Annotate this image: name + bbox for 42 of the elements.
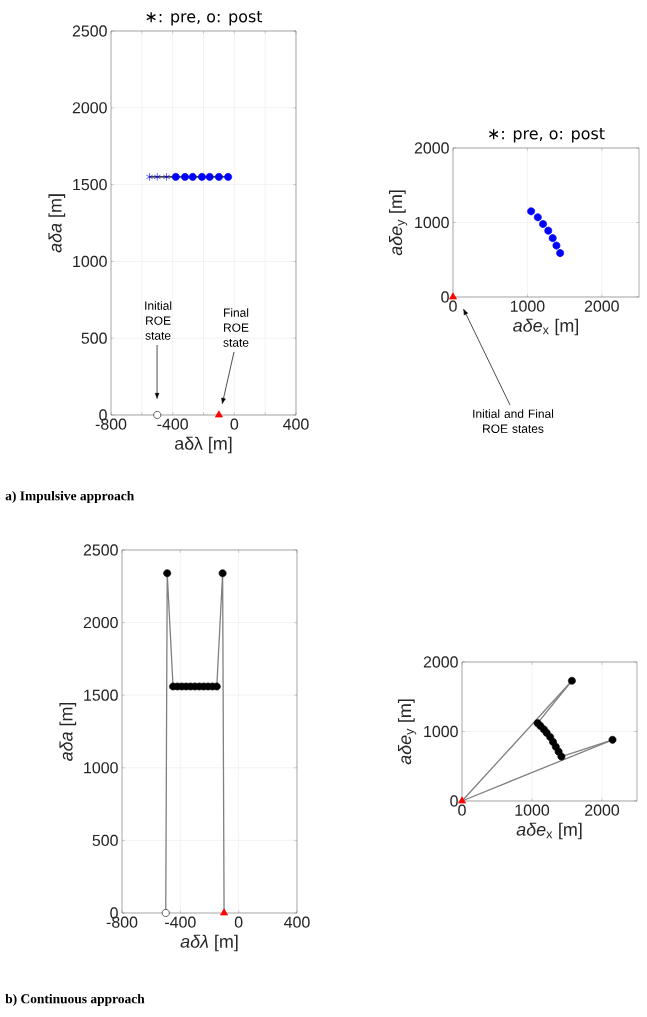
text: b) Continuous approach <box>5 993 145 1007</box>
y-tick-label: 1000 <box>415 216 449 229</box>
y-tick-label: 500 <box>92 834 118 847</box>
chart-title: ∗: pre, o: post <box>489 127 605 143</box>
y-tick-label: 1000 <box>424 725 458 738</box>
x-tick-label: 0 <box>230 418 239 430</box>
x-tick-label: -400 <box>157 418 188 430</box>
annotation: Initial ROE state <box>145 301 172 340</box>
y-tick-label: 1500 <box>84 689 118 701</box>
x-axis-title: aδe$_{x}$ [m] <box>516 822 582 840</box>
y-tick-label: 2500 <box>72 25 107 37</box>
chart-title: ∗: pre, o: post <box>146 10 263 26</box>
text: Initial and Final ROE states <box>473 409 554 433</box>
y-axis-title: aδa [m] <box>48 194 66 253</box>
y-tick-label: 1500 <box>73 178 107 191</box>
x-tick-label: 1000 <box>510 300 545 312</box>
y-tick-label: 0 <box>450 795 458 807</box>
y-tick-label: 0 <box>441 291 449 303</box>
y-tick-label: 2000 <box>414 142 449 154</box>
y-tick-label: 1000 <box>84 762 118 774</box>
annotation: Final ROE state <box>223 308 249 347</box>
x-axis-title: aδλ [m] <box>180 934 238 952</box>
x-tick-label: 0 <box>234 916 243 928</box>
x-tick-label: 2000 <box>584 300 619 312</box>
y-axis-title: aδa [m] <box>59 702 77 761</box>
x-tick-label: 400 <box>284 916 310 928</box>
y-tick-label: 2500 <box>83 544 118 556</box>
y-tick-label: 1000 <box>73 255 107 268</box>
y-tick-label: 500 <box>81 332 107 344</box>
x-tick-label: 400 <box>283 418 309 430</box>
x-axis-title: aδλ [m] <box>175 436 232 454</box>
y-tick-label: 2000 <box>72 102 107 114</box>
y-axis-title: aδe$_{y}$ [m] <box>398 699 417 765</box>
x-tick-label: -400 <box>165 916 196 928</box>
x-tick-label: 0 <box>458 804 466 816</box>
x-tick-label: 2000 <box>585 804 620 816</box>
y-tick-label: 2000 <box>83 616 118 629</box>
y-axis-title: aδe$_{y}$ [m] <box>389 190 408 256</box>
x-axis-title: aδe$_{x}$ [m] <box>513 318 579 336</box>
y-tick-label: 2000 <box>423 656 458 668</box>
text: a) Impulsive approach <box>5 490 135 504</box>
x-tick-label: 1000 <box>515 804 550 816</box>
